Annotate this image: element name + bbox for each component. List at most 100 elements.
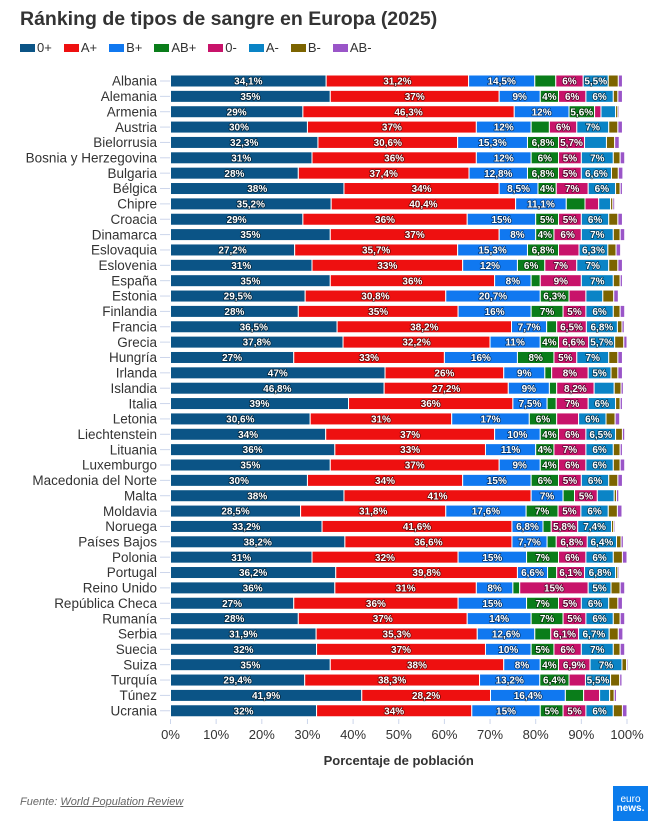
- bar-segment[interactable]: [612, 151, 621, 165]
- bar-segment[interactable]: [615, 427, 623, 441]
- bar-segment[interactable]: [565, 197, 586, 211]
- bar-segment[interactable]: [613, 289, 619, 303]
- bar-segment[interactable]: [558, 243, 580, 257]
- bar-segment[interactable]: [619, 612, 626, 626]
- bar-segment[interactable]: [608, 120, 619, 134]
- bar-segment[interactable]: [608, 258, 619, 272]
- bar-segment[interactable]: [546, 320, 558, 334]
- bar-segment[interactable]: [562, 489, 576, 503]
- bar-segment[interactable]: [619, 228, 626, 242]
- bar-segment[interactable]: [585, 289, 604, 303]
- bar-segment[interactable]: [613, 381, 622, 395]
- bar-segment[interactable]: [608, 212, 619, 226]
- bar-segment[interactable]: [612, 704, 623, 718]
- bar-segment[interactable]: [621, 704, 628, 718]
- bar-segment[interactable]: [621, 427, 626, 441]
- bar-segment[interactable]: [616, 535, 622, 549]
- bar-segment[interactable]: [620, 381, 624, 395]
- bar-segment[interactable]: [615, 397, 621, 411]
- legend-item-0-positive[interactable]: 0+: [20, 40, 52, 55]
- bar-segment[interactable]: [615, 243, 622, 257]
- bar-segment[interactable]: [612, 458, 621, 472]
- bar-segment[interactable]: [617, 120, 623, 134]
- bar-segment[interactable]: [619, 182, 623, 196]
- bar-segment[interactable]: [534, 627, 552, 641]
- bar-segment[interactable]: [621, 658, 628, 672]
- bar-segment[interactable]: [610, 366, 619, 380]
- bar-segment[interactable]: [613, 688, 618, 702]
- bar-segment[interactable]: [619, 274, 623, 288]
- bar-segment[interactable]: [612, 612, 621, 626]
- bar-segment[interactable]: [602, 289, 615, 303]
- bar-segment[interactable]: [619, 642, 626, 656]
- bar-segment[interactable]: [617, 105, 620, 119]
- bar-segment[interactable]: [614, 135, 620, 149]
- legend-item-ab-positive[interactable]: AB+: [154, 40, 196, 55]
- bar-segment[interactable]: [605, 412, 616, 426]
- bar-segment[interactable]: [544, 366, 553, 380]
- bar-segment[interactable]: [614, 412, 621, 426]
- bar-segment[interactable]: [605, 135, 616, 149]
- bar-segment[interactable]: [617, 566, 620, 580]
- bar-segment[interactable]: [612, 550, 623, 564]
- bar-segment[interactable]: [546, 397, 557, 411]
- bar-segment[interactable]: [617, 627, 624, 641]
- bar-segment[interactable]: [568, 673, 586, 687]
- bar-segment[interactable]: [613, 519, 616, 533]
- bar-segment[interactable]: [599, 688, 611, 702]
- legend-item-ab-negative[interactable]: AB-: [332, 40, 372, 55]
- bar-segment[interactable]: [609, 688, 615, 702]
- legend-item-0-negative[interactable]: 0-: [208, 40, 237, 55]
- bar-segment[interactable]: [547, 566, 558, 580]
- bar-segment[interactable]: [623, 335, 628, 349]
- legend-item-b-negative[interactable]: B-: [290, 40, 321, 55]
- bar-segment[interactable]: [608, 350, 619, 364]
- bar-segment[interactable]: [617, 166, 624, 180]
- bar-segment[interactable]: [619, 151, 626, 165]
- bar-segment[interactable]: [610, 166, 619, 180]
- bar-segment[interactable]: [614, 335, 625, 349]
- bar-segment[interactable]: [616, 504, 623, 518]
- source-link[interactable]: World Population Review: [60, 796, 184, 808]
- bar-segment[interactable]: [607, 243, 617, 257]
- bar-segment[interactable]: [619, 673, 623, 687]
- bar-segment[interactable]: [608, 473, 619, 487]
- bar-segment[interactable]: [619, 581, 626, 595]
- bar-segment[interactable]: [530, 274, 541, 288]
- bar-segment[interactable]: [583, 688, 601, 702]
- bar-segment[interactable]: [596, 489, 615, 503]
- bar-segment[interactable]: [621, 320, 625, 334]
- bar-segment[interactable]: [617, 596, 623, 610]
- bar-segment[interactable]: [619, 304, 626, 318]
- bar-segment[interactable]: [617, 258, 623, 272]
- bar-segment[interactable]: [617, 74, 623, 88]
- bar-segment[interactable]: [617, 89, 623, 103]
- bar-segment[interactable]: [617, 473, 623, 487]
- bar-segment[interactable]: [568, 289, 587, 303]
- bar-segment[interactable]: [621, 550, 628, 564]
- bar-segment[interactable]: [584, 135, 607, 149]
- bar-segment[interactable]: [530, 120, 550, 134]
- bar-segment[interactable]: [620, 535, 624, 549]
- bar-segment[interactable]: [619, 443, 623, 457]
- legend-item-a-negative[interactable]: A-: [248, 40, 279, 55]
- bar-segment[interactable]: [619, 458, 626, 472]
- bar-segment[interactable]: [534, 74, 557, 88]
- legend-item-b-positive[interactable]: B+: [109, 40, 142, 55]
- bar-segment[interactable]: [626, 658, 629, 672]
- bar-segment[interactable]: [556, 412, 580, 426]
- bar-segment[interactable]: [617, 212, 623, 226]
- bar-segment[interactable]: [612, 197, 616, 211]
- bar-segment[interactable]: [615, 182, 621, 196]
- bar-segment[interactable]: [612, 304, 621, 318]
- legend-item-a-positive[interactable]: A+: [63, 40, 97, 55]
- bar-segment[interactable]: [564, 688, 585, 702]
- bar-segment[interactable]: [548, 381, 558, 395]
- bar-segment[interactable]: [607, 74, 619, 88]
- bar-segment[interactable]: [546, 535, 557, 549]
- bar-segment[interactable]: [616, 489, 620, 503]
- bar-segment[interactable]: [617, 350, 623, 364]
- bar-segment[interactable]: [610, 673, 621, 687]
- bar-segment[interactable]: [600, 105, 617, 119]
- bar-segment[interactable]: [612, 443, 621, 457]
